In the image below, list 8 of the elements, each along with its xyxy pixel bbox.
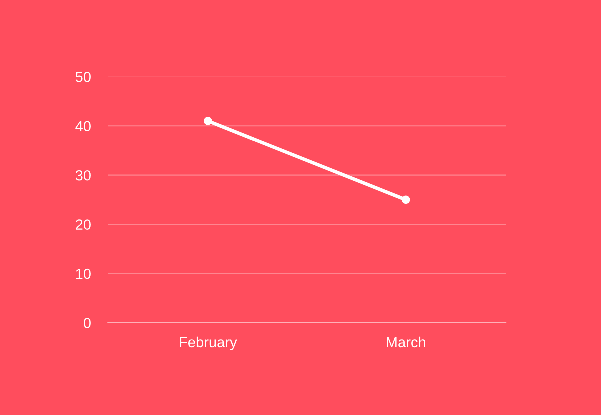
x-tick-label: February [180, 336, 238, 350]
y-tick-label: 40 [76, 121, 91, 132]
x-tick-label: March [387, 336, 426, 348]
y-tick-label: 30 [76, 170, 91, 181]
y-tick-label: 20 [76, 220, 91, 230]
y-tick-label: 0 [84, 318, 91, 328]
y-tick-label: 10 [76, 268, 91, 280]
y-tick-label: 50 [76, 72, 91, 82]
